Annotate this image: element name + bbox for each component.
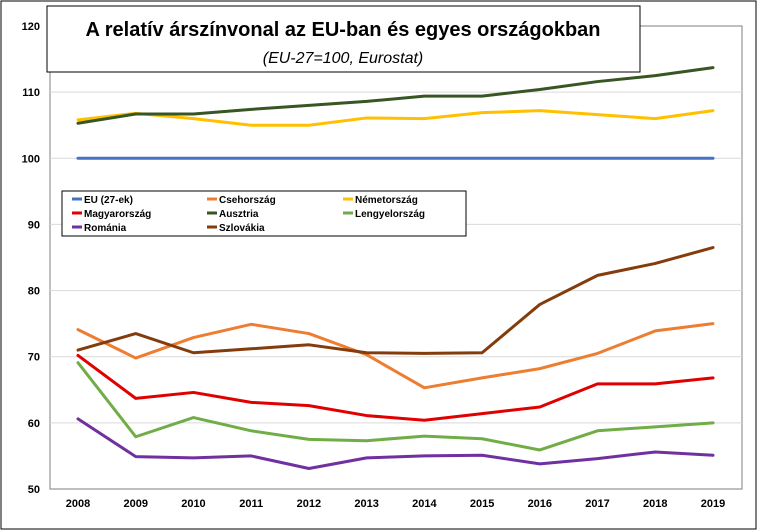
legend-label: Lengyelország [355, 209, 425, 220]
x-tick-label: 2009 [123, 498, 147, 510]
x-tick-label: 2016 [528, 498, 552, 510]
legend-label: Németország [355, 195, 418, 206]
chart-title: A relatív árszínvonal az EU-ban és egyes… [86, 19, 601, 41]
y-tick-label: 90 [28, 219, 40, 231]
legend-label: Csehország [219, 195, 276, 206]
x-tick-label: 2017 [585, 498, 609, 510]
x-tick-label: 2011 [239, 498, 263, 510]
x-tick-label: 2019 [701, 498, 725, 510]
y-tick-label: 120 [22, 21, 40, 33]
legend-label: Románia [84, 223, 127, 234]
legend-label: Magyarország [84, 209, 151, 220]
x-tick-label: 2014 [412, 498, 437, 510]
x-tick-label: 2013 [354, 498, 378, 510]
x-axis-ticks: 2008 2009 2010 2011 2012 2013 2014 2015 2016 2017… [66, 498, 725, 510]
x-tick-label: 2008 [66, 498, 90, 510]
legend-label: Ausztria [219, 209, 259, 220]
y-axis-ticks: 50 60 70 80 90 100 110 120 [22, 21, 40, 496]
legend-label: Szlovákia [219, 223, 265, 234]
x-tick-label: 2012 [297, 498, 321, 510]
plot-area [49, 25, 743, 490]
title-box: A relatív árszínvonal az EU-ban és egyes… [46, 5, 641, 73]
legend-border [61, 190, 467, 237]
series-line-1 [76, 322, 715, 390]
y-tick-label: 100 [22, 153, 40, 165]
series-lines [76, 66, 715, 470]
y-tick-label: 80 [28, 286, 40, 298]
title-box-border [46, 5, 641, 73]
series-line-4 [76, 66, 715, 125]
series-line-2 [76, 109, 715, 127]
y-tick-label: 60 [28, 418, 40, 430]
y-tick-label: 70 [28, 352, 40, 364]
legend: EU (27-ek) Csehország Németország Magyarors… [61, 190, 467, 237]
series-line-6 [76, 417, 715, 470]
x-tick-label: 2015 [470, 498, 494, 510]
x-tick-label: 2018 [643, 498, 667, 510]
chart-subtitle: (EU-27=100, Eurostat) [263, 50, 424, 67]
y-tick-label: 50 [28, 484, 40, 496]
x-tick-label: 2010 [181, 498, 205, 510]
series-line-5 [76, 361, 715, 452]
series-line-7 [76, 246, 715, 355]
y-tick-label: 110 [22, 87, 40, 99]
series-line-3 [76, 353, 715, 422]
legend-label: EU (27-ek) [84, 195, 133, 206]
